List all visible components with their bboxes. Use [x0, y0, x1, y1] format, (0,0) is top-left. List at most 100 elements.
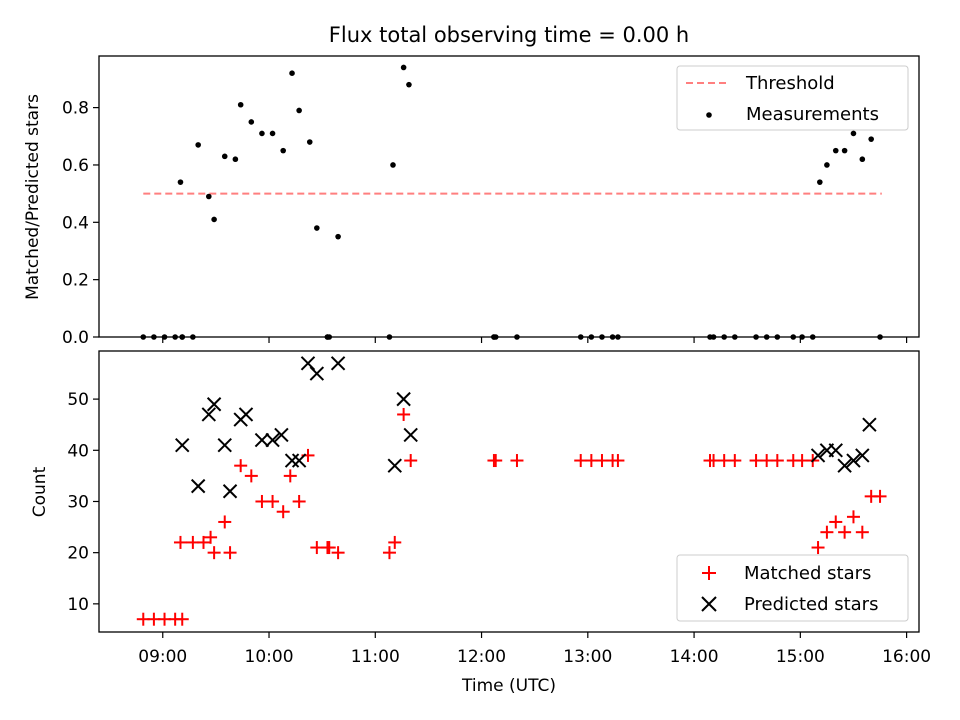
matched-star-point — [873, 489, 887, 503]
matched-star-point — [331, 546, 345, 560]
predicted-star-point — [846, 453, 861, 468]
matched-star-point — [510, 454, 524, 468]
bottom-ytick-label: 40 — [67, 441, 89, 461]
predicted-star-point — [403, 427, 418, 443]
bottom-legend-box — [676, 554, 909, 622]
bottom-plot-marks — [136, 356, 887, 626]
predicted-star-point — [222, 484, 238, 499]
marker-stroke — [403, 427, 418, 443]
matched-star-point — [292, 494, 306, 508]
marker-stroke — [217, 437, 232, 453]
top-y-ticks: 0.0 0.2 0.4 0.6 0.8 — [62, 99, 99, 348]
top-ytick-label: 0.8 — [62, 99, 89, 119]
matched-star-point — [829, 515, 843, 529]
xtick-label: 14:00 — [670, 647, 719, 667]
matched-star-point — [611, 454, 625, 468]
marker-stroke — [828, 443, 843, 458]
matched-star-point — [820, 525, 834, 539]
marker-stroke — [284, 453, 300, 468]
top-ytick-label: 0.6 — [62, 156, 89, 176]
measurement-point — [824, 162, 830, 168]
matched-star-point — [382, 546, 396, 560]
predicted-star-point — [309, 366, 325, 381]
top-axes-frame — [98, 55, 920, 338]
bottom-ytick-label: 50 — [67, 390, 89, 410]
top-x-ticks — [162, 337, 908, 343]
legend-measurements-label: Measurements — [746, 104, 879, 125]
legend-threshold-label: Threshold — [745, 73, 835, 94]
measurement-point — [841, 147, 848, 154]
measurement-point — [248, 119, 255, 125]
marker-stroke — [309, 366, 325, 381]
predicted-star-point — [396, 391, 411, 407]
bottom-y-axis-label: Count — [30, 466, 50, 517]
top-y-axis-label: Matched/Predicted stars — [23, 94, 43, 300]
marker-stroke — [862, 417, 877, 432]
xtick-label: 09:00 — [138, 647, 187, 667]
predicted-star-point — [217, 437, 232, 453]
matched-star-point — [322, 541, 336, 555]
measurement-point — [177, 179, 184, 185]
measurement-point — [859, 156, 866, 163]
matched-star-point — [175, 612, 189, 626]
xtick-label: 13:00 — [563, 647, 612, 667]
measurement-point — [296, 107, 302, 114]
measurement-point — [211, 216, 217, 223]
predicted-star-point — [201, 407, 217, 422]
measurement-point — [390, 162, 396, 168]
measurement-point — [221, 153, 228, 160]
measurement-point — [306, 139, 313, 145]
marker-stroke — [175, 437, 190, 453]
matched-star-point — [173, 535, 187, 549]
marker-stroke — [254, 432, 270, 448]
predicted-star-point — [828, 443, 843, 458]
measurement-point — [314, 225, 320, 231]
xtick-label: 16:00 — [882, 647, 931, 667]
matched-star-point — [244, 469, 258, 483]
bottom-ytick-label: 30 — [67, 492, 89, 512]
measurement-point — [289, 70, 295, 77]
marker-stroke — [300, 356, 316, 371]
predicted-star-point — [175, 437, 190, 453]
legend-measurements-swatch — [706, 112, 712, 118]
xtick-label: 11:00 — [351, 647, 400, 667]
top-legend-box — [676, 65, 909, 131]
top-plot-marks — [140, 64, 883, 340]
marker-stroke — [222, 484, 238, 499]
matched-star-point — [276, 505, 290, 519]
measurement-point — [206, 193, 212, 200]
bottom-y-ticks: 10 20 30 40 50 — [67, 390, 99, 615]
legend-predicted-label: Predicted stars — [744, 594, 878, 615]
matched-star-point — [223, 546, 237, 560]
bottom-ytick-label: 10 — [67, 595, 89, 615]
predicted-star-point — [291, 453, 307, 468]
marker-stroke — [265, 432, 280, 448]
predicted-star-point — [330, 356, 346, 371]
matched-star-point — [218, 515, 232, 529]
marker-stroke — [330, 356, 346, 371]
predicted-star-point — [254, 432, 270, 448]
top-ytick-label: 0.2 — [62, 271, 89, 291]
predicted-star-point — [855, 448, 870, 463]
xtick-label: 12:00 — [457, 647, 506, 667]
marker-stroke — [190, 478, 206, 494]
predicted-star-point — [387, 458, 402, 473]
chart-title: Flux total observing time = 0.00 h — [329, 23, 689, 47]
matched-star-point — [770, 454, 784, 468]
legend-predicted-swatch — [701, 596, 717, 612]
xtick-label: 15:00 — [776, 647, 825, 667]
matched-star-point — [404, 454, 418, 468]
matched-star-point — [283, 469, 297, 483]
measurement-point — [832, 147, 839, 154]
predicted-star-point — [190, 478, 206, 494]
matched-star-point — [728, 454, 742, 468]
x-axis-label: Time (UTC) — [461, 676, 556, 696]
bottom-panel: 10 20 30 40 50 09:00 10:00 11:00 12:00 13:00 14:0… — [30, 350, 931, 696]
measurement-point — [817, 179, 823, 185]
measurement-point — [850, 130, 857, 137]
matched-star-point — [489, 454, 503, 468]
legend-matched-swatch — [702, 566, 716, 580]
matched-star-point — [846, 510, 860, 524]
top-legend: Threshold Measurements — [676, 65, 909, 131]
